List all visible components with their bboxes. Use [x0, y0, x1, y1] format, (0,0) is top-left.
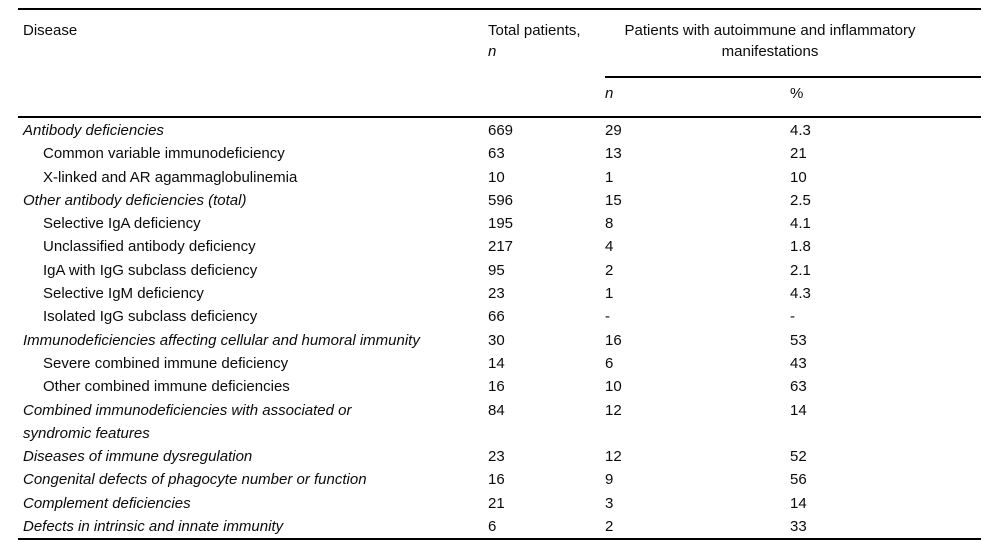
disease-cell: Complement deficiencies	[23, 494, 191, 512]
column-subheader-percent: %	[790, 77, 982, 118]
percent-cell: 2.5	[790, 191, 811, 209]
table-body: Antibody deficiencies 669 29 4.3 Common …	[18, 117, 981, 539]
column-header-disease: Disease	[18, 9, 488, 118]
column-header-total-patients: Total patients, n	[488, 9, 605, 118]
disease-cell: Combined immunodeficiencies with associa…	[18, 399, 488, 446]
disease-cell: Antibody deficiencies	[23, 122, 164, 139]
total-patients-cell: 14	[488, 354, 505, 372]
n-cell: 13	[605, 145, 622, 163]
percent-cell: 14	[790, 494, 807, 512]
disease-cell: Common variable immunodeficiency	[43, 145, 285, 163]
column-subheader-n: n	[605, 77, 790, 118]
table-row: X-linked and AR agammaglobulinemia 10 1 …	[18, 166, 981, 189]
n-cell: 8	[605, 215, 614, 233]
total-patients-cell: 84	[488, 401, 505, 419]
disease-cell: Selective IgM deficiency	[43, 285, 204, 303]
percent-cell: 21	[790, 145, 807, 163]
percent-cell: 10	[790, 168, 807, 186]
disease-cell: Defects in intrinsic and innate immunity	[23, 518, 284, 536]
n-cell: 1	[605, 285, 614, 303]
table-row: IgA with IgG subclass deficiency 95 2 2.…	[18, 259, 981, 282]
n-cell: 1	[605, 168, 614, 186]
percent-cell: 43	[790, 354, 807, 372]
table-row: Congenital defects of phagocyte number o…	[18, 468, 981, 491]
n-cell: -	[605, 308, 610, 326]
table-row: Diseases of immune dysregulation 23 12 5…	[18, 445, 981, 468]
percent-cell: 53	[790, 331, 807, 349]
percent-cell: 4.1	[790, 215, 811, 233]
percent-cell: -	[790, 308, 795, 326]
total-patients-cell: 217	[488, 238, 514, 256]
disease-cell: Diseases of immune dysregulation	[23, 448, 253, 466]
table-container: Disease Total patients, n Patients with …	[18, 8, 982, 540]
n-cell: 3	[605, 494, 614, 512]
percent-cell: 4.3	[790, 285, 811, 303]
table-row: Complement deficiencies 21 3 14	[18, 492, 981, 515]
percent-cell: 56	[790, 471, 807, 489]
table-row: Defects in intrinsic and innate immunity…	[18, 515, 981, 539]
table-row: Unclassified antibody deficiency 217 4 1…	[18, 235, 981, 258]
total-patients-cell: 596	[488, 191, 514, 209]
percent-cell: 4.3	[790, 122, 811, 139]
n-cell: 2	[605, 518, 614, 536]
percent-cell: 14	[790, 401, 807, 419]
n-cell: 12	[605, 401, 622, 419]
table-row: Selective IgA deficiency 195 8 4.1	[18, 212, 981, 235]
table-row: Antibody deficiencies 669 29 4.3	[18, 117, 981, 142]
total-patients-cell: 21	[488, 494, 505, 512]
total-patients-cell: 16	[488, 471, 505, 489]
disease-cell: IgA with IgG subclass deficiency	[43, 261, 258, 279]
total-patients-cell: 16	[488, 378, 505, 396]
total-patients-cell: 23	[488, 448, 505, 466]
percent-cell: 52	[790, 448, 807, 466]
disease-cell: Immunodeficiencies affecting cellular an…	[23, 331, 420, 349]
disease-cell: Selective IgA deficiency	[43, 215, 201, 233]
disease-label: Combined immunodeficiencies with associa…	[23, 401, 352, 442]
n-cell: 9	[605, 471, 614, 489]
n-cell: 6	[605, 354, 614, 372]
disease-cell: Other antibody deficiencies (total)	[23, 191, 247, 209]
table-row: Other combined immune deficiencies 16 10…	[18, 375, 981, 398]
total-patients-cell: 66	[488, 308, 505, 326]
disease-cell: Isolated IgG subclass deficiency	[43, 308, 258, 326]
n-cell: 16	[605, 331, 622, 349]
n-cell: 12	[605, 448, 622, 466]
disease-cell: Unclassified antibody deficiency	[43, 238, 256, 256]
total-patients-cell: 195	[488, 215, 514, 233]
disease-cell: Other combined immune deficiencies	[43, 378, 290, 396]
column-header-spanner: Patients with autoimmune and inflammator…	[605, 9, 982, 78]
n-cell: 4	[605, 238, 614, 256]
disease-cell: Congenital defects of phagocyte number o…	[23, 471, 367, 489]
n-cell: 29	[605, 122, 622, 139]
disease-cell: X-linked and AR agammaglobulinemia	[43, 168, 298, 186]
table-row: Selective IgM deficiency 23 1 4.3	[18, 282, 981, 305]
total-patients-n-symbol: n	[488, 43, 497, 60]
n-cell: 2	[605, 261, 614, 279]
total-patients-cell: 95	[488, 261, 505, 279]
table-row: Immunodeficiencies affecting cellular an…	[18, 329, 981, 352]
percent-cell: 63	[790, 378, 807, 396]
total-patients-label: Total patients,	[488, 22, 581, 39]
table-row: Isolated IgG subclass deficiency 66 - -	[18, 305, 981, 328]
total-patients-cell: 10	[488, 168, 505, 186]
disease-cell: Severe combined immune deficiency	[43, 354, 289, 372]
table-row: Severe combined immune deficiency 14 6 4…	[18, 352, 981, 375]
percent-cell: 2.1	[790, 261, 811, 279]
table-row: Combined immunodeficiencies with associa…	[18, 399, 981, 446]
total-patients-cell: 23	[488, 285, 505, 303]
total-patients-cell: 30	[488, 331, 505, 349]
total-patients-cell: 669	[488, 122, 514, 139]
table-row: Other antibody deficiencies (total) 596 …	[18, 189, 981, 212]
percent-cell: 1.8	[790, 238, 811, 256]
table-row: Common variable immunodeficiency 63 13 2…	[18, 142, 981, 165]
table-header: Disease Total patients, n Patients with …	[18, 9, 982, 118]
percent-cell: 33	[790, 518, 807, 536]
total-patients-cell: 63	[488, 145, 505, 163]
disease-table: Disease Total patients, n Patients with …	[18, 8, 982, 540]
total-patients-cell: 6	[488, 518, 497, 536]
n-cell: 15	[605, 191, 622, 209]
n-cell: 10	[605, 378, 622, 396]
